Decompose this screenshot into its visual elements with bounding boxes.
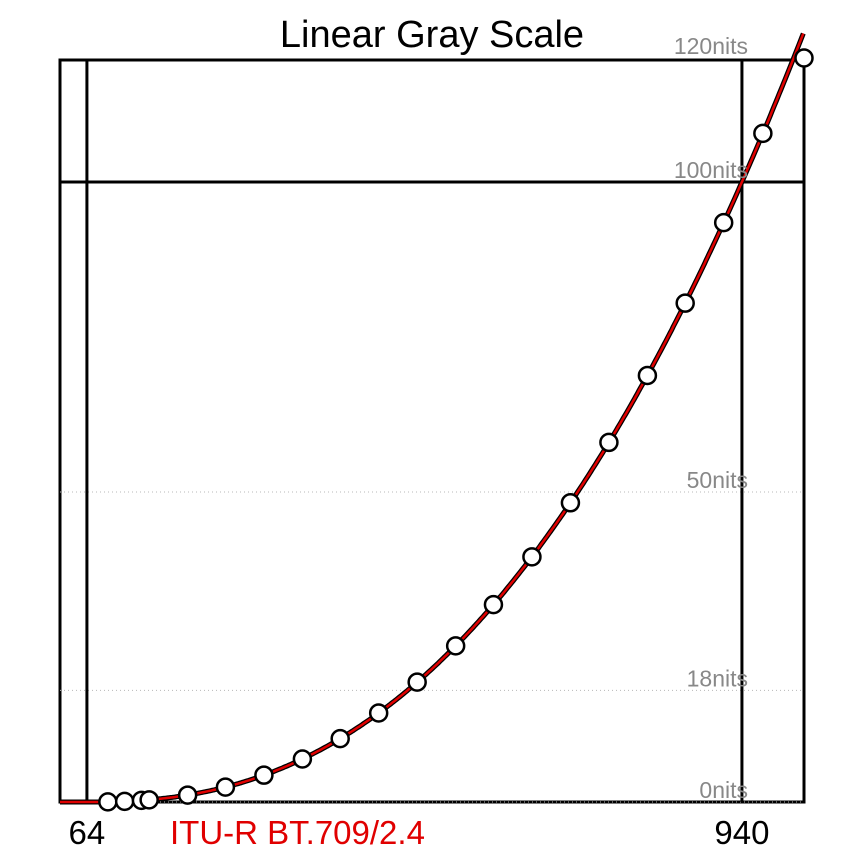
data-point-20	[794, 48, 814, 68]
data-point-0	[98, 792, 118, 812]
data-point-9	[368, 703, 389, 723]
y-ref-label-1: 18nits	[687, 665, 748, 691]
data-point-8	[330, 728, 350, 749]
y-ref-label-4: 120nits	[674, 33, 748, 59]
y-ref-label-3: 100nits	[674, 157, 748, 183]
chart-title: Linear Gray Scale	[280, 14, 584, 56]
data-point-3	[139, 790, 159, 810]
data-point-1	[114, 791, 135, 812]
x-tick-label-0: 64	[69, 814, 106, 851]
data-point-7	[292, 749, 313, 769]
data-point-13	[522, 547, 542, 567]
data-point-15	[599, 432, 619, 453]
data-point-6	[254, 765, 274, 785]
data-point-17	[675, 293, 695, 313]
data-point-4	[177, 785, 198, 805]
markers	[98, 48, 814, 812]
data-point-18	[713, 212, 734, 233]
series-label: ITU-R BT.709/2.4	[170, 814, 425, 851]
data-point-11	[445, 636, 466, 656]
data-point-19	[753, 123, 773, 144]
data-point-16	[637, 365, 658, 386]
x-tick-label-1: 940	[714, 814, 769, 851]
data-point-12	[483, 594, 504, 615]
data-point-14	[560, 493, 581, 513]
y-ref-label-0: 0nits	[699, 777, 748, 803]
data-point-10	[407, 672, 427, 692]
y-ref-label-2: 50nits	[687, 467, 748, 493]
data-point-5	[215, 777, 236, 797]
labels: 0nits 18nits 50nits 100nits 120nits 64 940 ITU-…	[69, 33, 770, 851]
